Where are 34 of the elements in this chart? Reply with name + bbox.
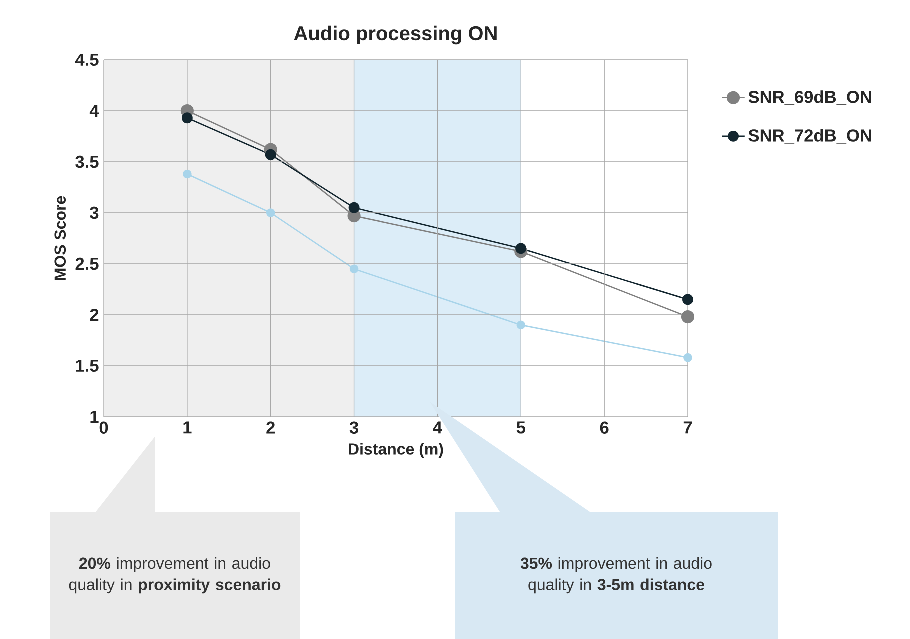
y-tick-label: 4	[90, 105, 100, 117]
point	[516, 320, 526, 330]
y-tick-label: 3	[90, 206, 99, 220]
point	[182, 112, 193, 124]
point	[684, 353, 692, 362]
x-tick-label: 0	[100, 422, 108, 434]
y-tick-label: 2.5	[76, 258, 99, 270]
x-tick-label: 7	[684, 422, 692, 434]
y-tick-label: 1.5	[76, 360, 99, 372]
chart-title: Audio processing ON	[294, 26, 497, 45]
point	[516, 243, 527, 254]
y-tick-label: 2	[90, 308, 99, 322]
y-tick-label: 1	[90, 411, 99, 423]
y-tick-label: 3.5	[76, 156, 99, 168]
point	[682, 294, 694, 306]
y-tick-label: 4.5	[75, 54, 99, 66]
x-tick-label: 5	[516, 422, 526, 434]
text: 20% improvement in audio quality in proximity scenario	[69, 557, 281, 594]
text: 35% improvement in audio quality in 3-5m distance	[520, 557, 712, 594]
x-tick-label: 1	[184, 422, 192, 434]
point	[681, 310, 695, 324]
point	[348, 202, 360, 214]
x-tick-label: 3	[350, 422, 358, 434]
x-tick-label: 6	[600, 422, 609, 434]
point	[350, 264, 359, 274]
y-axis-title: MOS Score	[54, 196, 66, 280]
legend-label: SNR_69dB_ON	[748, 90, 872, 106]
point	[265, 149, 276, 160]
x-tick-label: 4	[433, 422, 442, 434]
point	[266, 208, 276, 218]
x-axis-title: Distance (m)	[349, 443, 444, 458]
legend-label: SNR_72dB_ON	[748, 129, 872, 144]
point	[183, 170, 192, 179]
x-tick-label: 2	[266, 422, 275, 434]
